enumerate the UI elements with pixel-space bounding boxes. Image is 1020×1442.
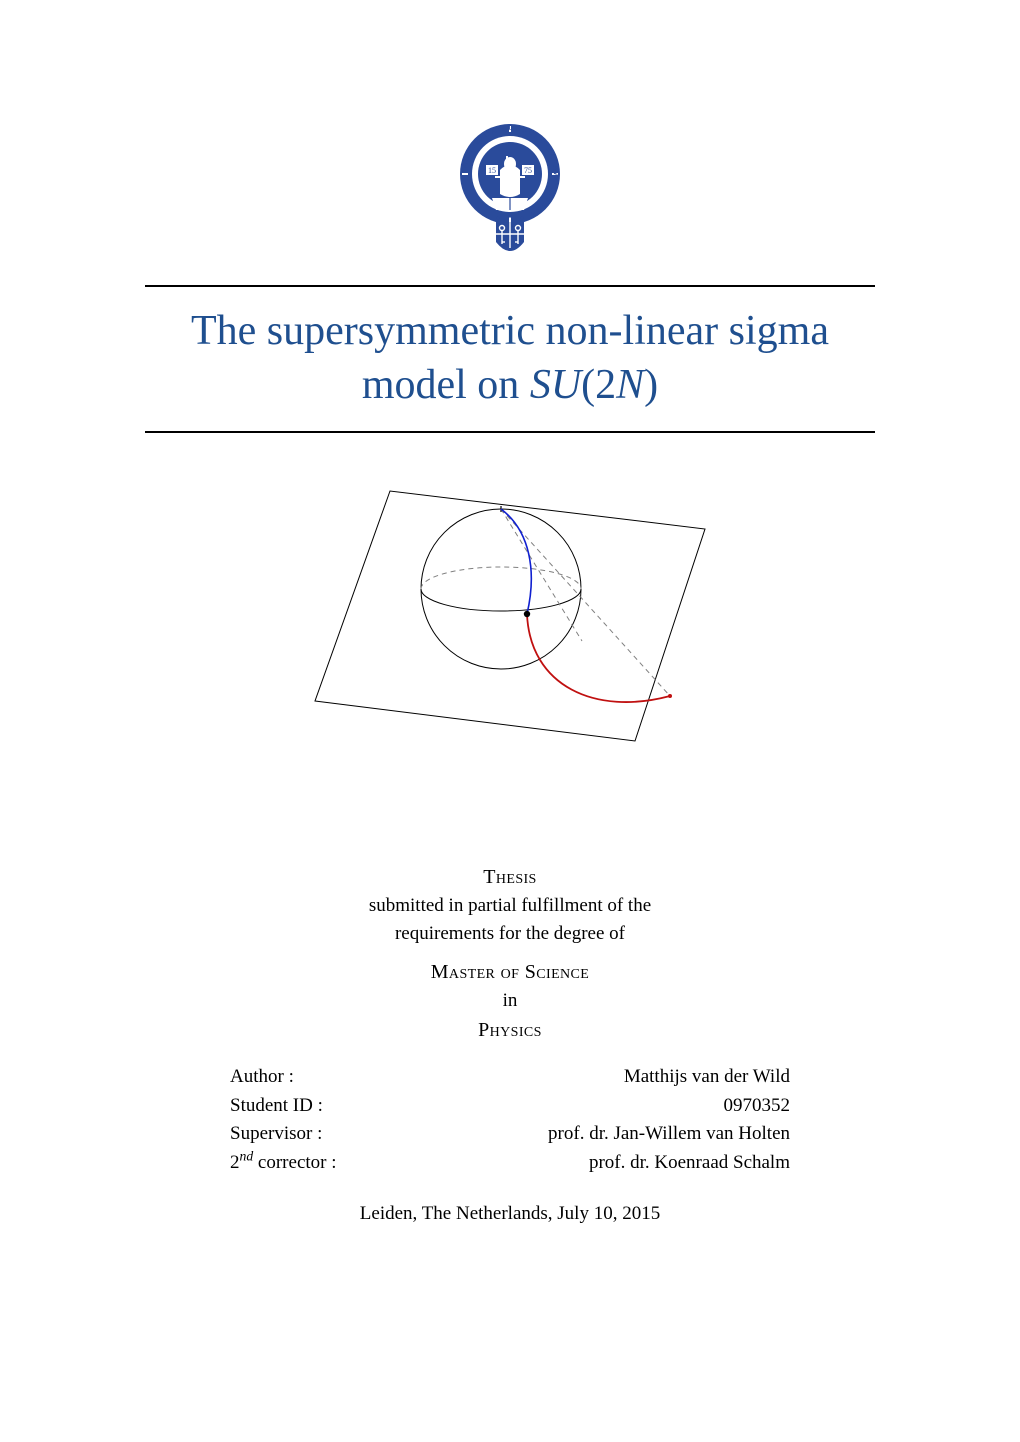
title-math-close: ) (644, 362, 658, 408)
red-curve-end (668, 694, 672, 698)
info-value: prof. dr. Jan-Willem van Holten (548, 1120, 790, 1149)
intersection-dot (524, 610, 530, 616)
info-table: Author : Matthijs van der Wild Student I… (230, 1063, 790, 1177)
seal-year-right: 75 (524, 166, 532, 175)
info-label: 2nd corrector : (230, 1149, 337, 1178)
title-math-2: 2 (595, 362, 616, 408)
bottom-rule (145, 431, 875, 433)
thesis-title: The supersymmetric non-linear sigma mode… (145, 305, 875, 413)
info-label: Supervisor : (230, 1120, 322, 1149)
thesis-heading: Thesis (145, 862, 875, 892)
info-row-studentid: Student ID : 0970352 (230, 1092, 790, 1121)
title-line2-pre: model on (362, 362, 530, 408)
title-math-open: ( (581, 362, 595, 408)
university-seal: ACADEMIA·LUGDUNO·BATAVA·LIBERA 15 75 (145, 120, 875, 267)
info-label: Author : (230, 1063, 294, 1092)
sphere-projection-figure (145, 461, 875, 766)
info-row-author: Author : Matthijs van der Wild (230, 1063, 790, 1092)
thesis-line2: requirements for the degree of (145, 920, 875, 949)
title-line1: The supersymmetric non-linear sigma (191, 308, 829, 354)
seal-year-left: 15 (488, 166, 496, 175)
thesis-subject: Physics (145, 1015, 875, 1045)
figure-svg (275, 461, 745, 761)
thesis-in: in (145, 987, 875, 1016)
place-date: Leiden, The Netherlands, July 10, 2015 (145, 1203, 875, 1225)
page: ACADEMIA·LUGDUNO·BATAVA·LIBERA 15 75 (0, 0, 1020, 1442)
info-value: Matthijs van der Wild (624, 1063, 790, 1092)
sphere (421, 509, 581, 669)
thesis-degree: Master of Science (145, 957, 875, 987)
info-row-supervisor: Supervisor : prof. dr. Jan-Willem van Ho… (230, 1120, 790, 1149)
info-value: 0970352 (724, 1092, 791, 1121)
seal-icon: ACADEMIA·LUGDUNO·BATAVA·LIBERA 15 75 (450, 120, 570, 262)
title-math-N: N (616, 362, 644, 408)
info-value: prof. dr. Koenraad Schalm (589, 1149, 790, 1178)
info-label: Student ID : (230, 1092, 323, 1121)
info-row-corrector: 2nd corrector : prof. dr. Koenraad Schal… (230, 1149, 790, 1178)
title-math-su: SU (530, 362, 581, 408)
thesis-block: Thesis submitted in partial fulfillment … (145, 862, 875, 1046)
thesis-line1: submitted in partial fulfillment of the (145, 892, 875, 921)
top-rule (145, 285, 875, 287)
